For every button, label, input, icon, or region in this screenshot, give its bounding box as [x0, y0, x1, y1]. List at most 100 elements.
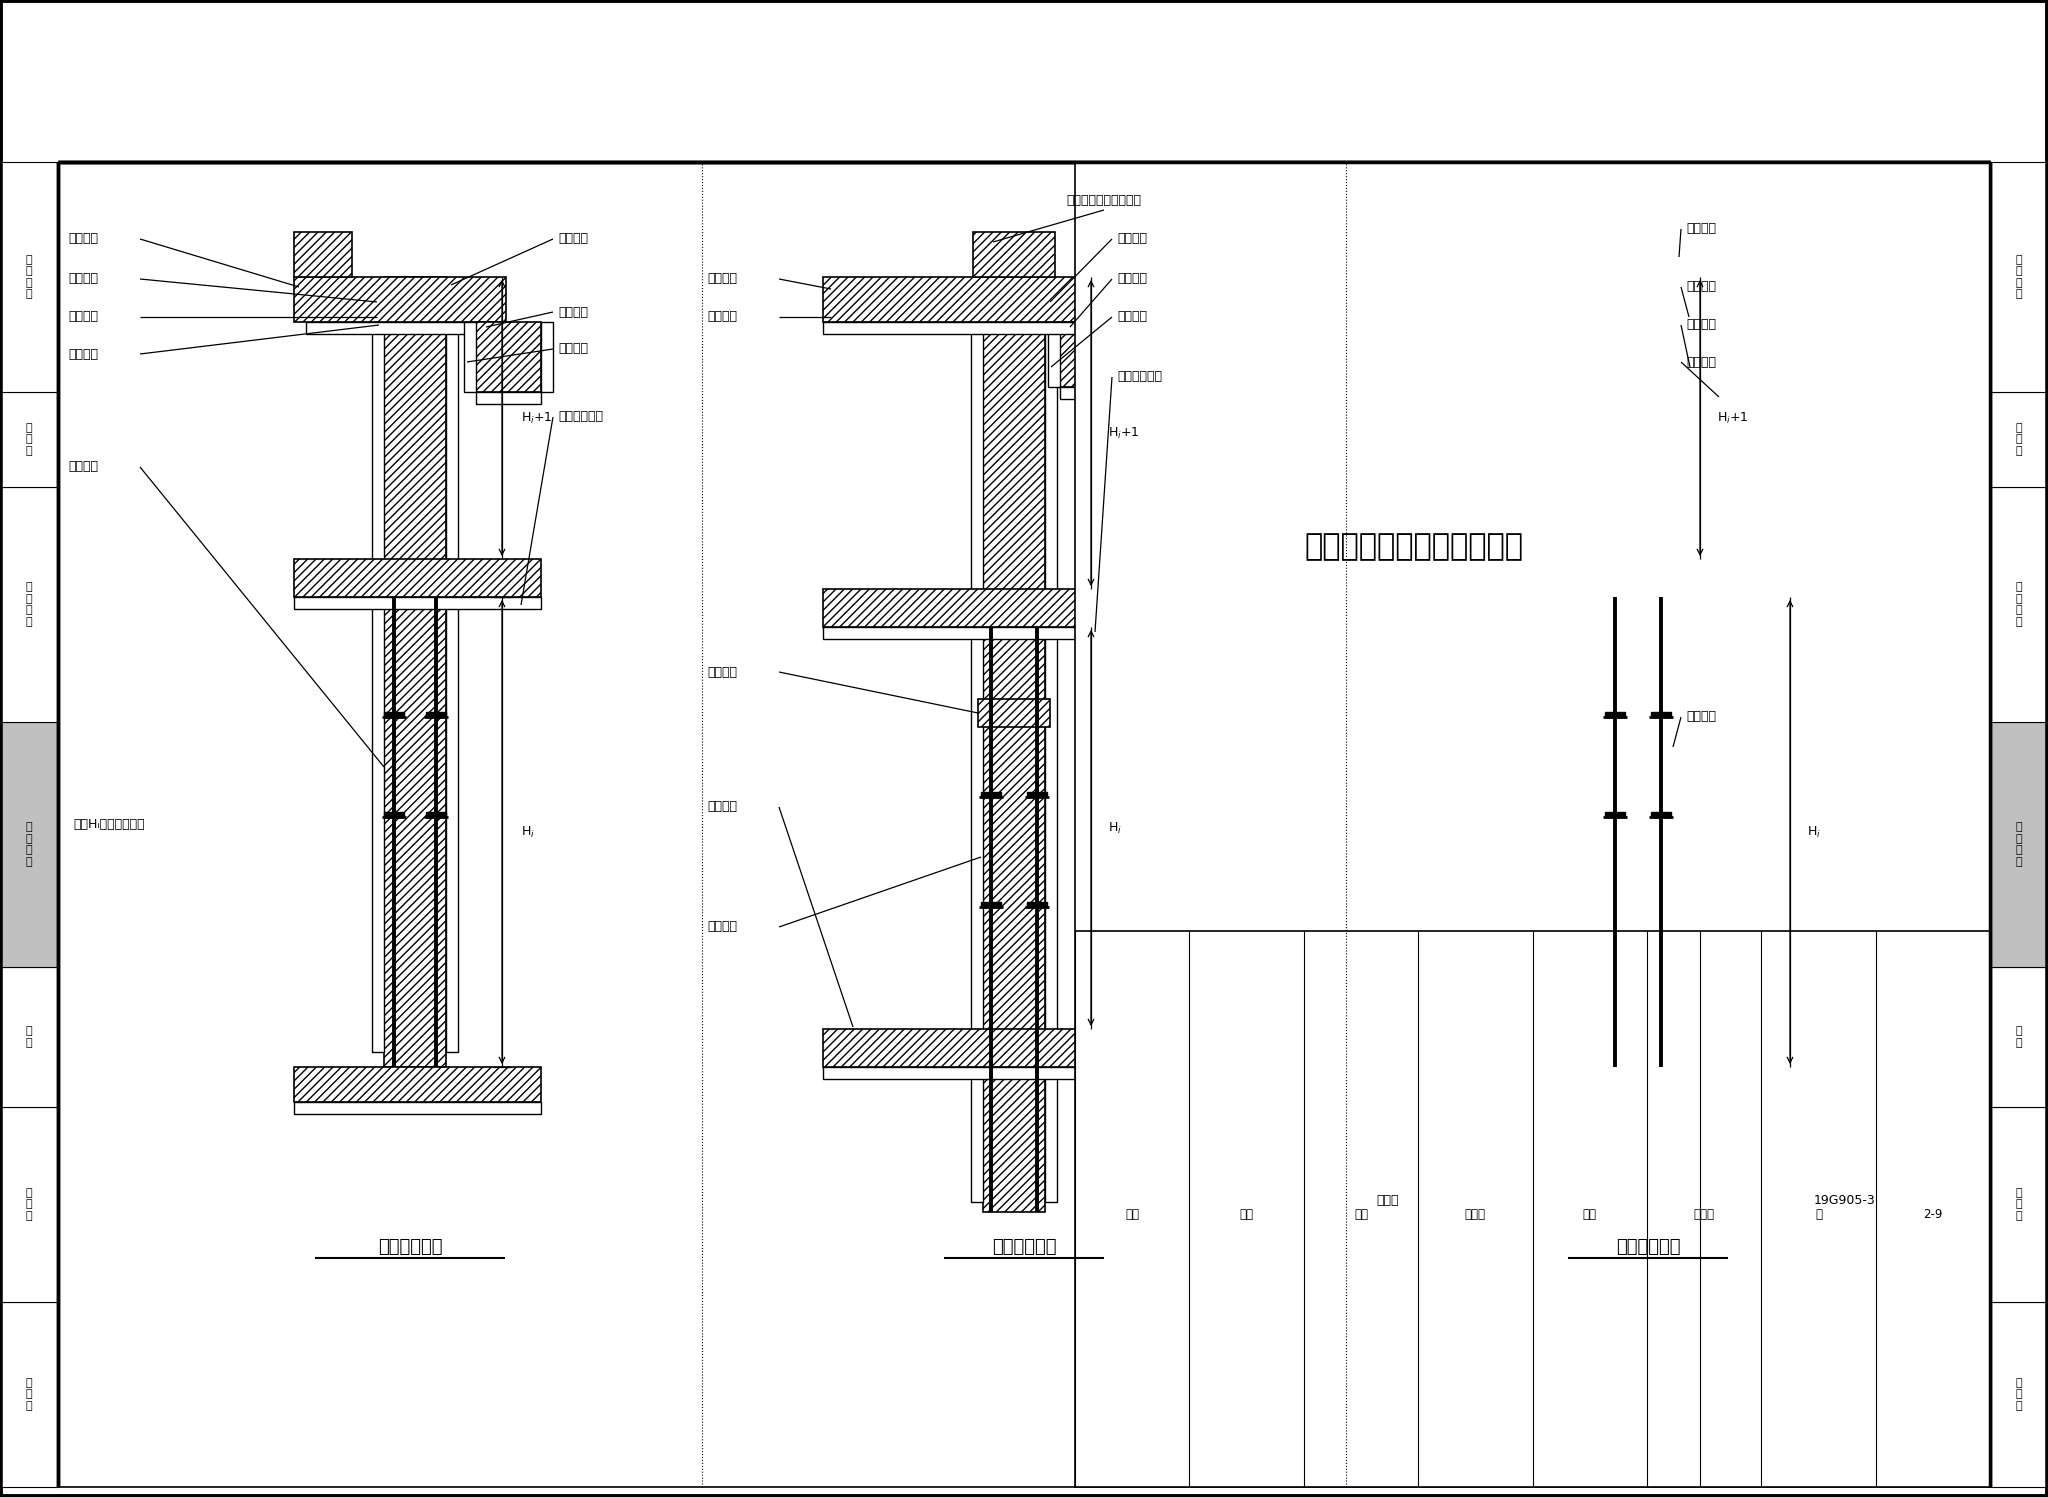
- Text: 与上一层墙体一同施工: 与上一层墙体一同施工: [1067, 195, 1141, 208]
- Bar: [475, 392, 541, 404]
- Text: 飘窗模板节点: 飘窗模板节点: [991, 1238, 1057, 1256]
- Text: 审核: 审核: [1124, 1208, 1139, 1222]
- Text: 阴角模板: 阴角模板: [68, 310, 98, 323]
- Bar: [973, 232, 1055, 277]
- Text: 总
说
明: 总 说 明: [27, 1377, 33, 1412]
- Text: 设
计: 设 计: [27, 1027, 33, 1048]
- Bar: [1991, 162, 2048, 392]
- Bar: [0, 1302, 57, 1487]
- Text: 对拉螺栓: 对拉螺栓: [68, 272, 98, 286]
- Text: 可调支撑: 可调支撑: [707, 921, 737, 934]
- Bar: [1608, 277, 1669, 1067]
- Bar: [1595, 287, 1608, 1057]
- Text: 板底模板: 板底模板: [1686, 280, 1716, 293]
- Text: 板底模板: 板底模板: [1116, 272, 1147, 286]
- Bar: [0, 392, 57, 487]
- Text: 雨篷板底模板: 雨篷板底模板: [557, 410, 602, 424]
- Bar: [1688, 322, 1700, 392]
- Text: 可调支撑: 可调支撑: [68, 461, 98, 473]
- Bar: [0, 967, 57, 1106]
- Bar: [1556, 558, 1769, 597]
- Polygon shape: [1651, 811, 1671, 817]
- Text: 梁侧模板: 梁侧模板: [557, 343, 588, 355]
- Bar: [979, 699, 1051, 728]
- Text: 端部模板: 端部模板: [68, 347, 98, 361]
- Bar: [1061, 322, 1124, 388]
- Bar: [0, 1106, 57, 1302]
- Text: 设计: 设计: [1583, 1208, 1597, 1222]
- Text: 与
验
收: 与 验 收: [2015, 422, 2021, 457]
- Bar: [1075, 162, 1991, 1487]
- Polygon shape: [981, 903, 1001, 907]
- Polygon shape: [385, 713, 403, 717]
- Bar: [1991, 1106, 2048, 1302]
- Bar: [823, 1028, 1124, 1067]
- Bar: [1556, 277, 1769, 322]
- Text: 质
量
检
查: 质 量 检 查: [2015, 582, 2021, 627]
- Text: H$_i$: H$_i$: [1108, 820, 1122, 835]
- Polygon shape: [426, 811, 446, 817]
- Polygon shape: [981, 792, 1001, 796]
- Text: 雨篷模板节点: 雨篷模板节点: [377, 1238, 442, 1256]
- Bar: [971, 287, 983, 1202]
- Bar: [983, 277, 1044, 1213]
- Text: 施
工
安
装: 施 工 安 装: [27, 822, 33, 867]
- Bar: [1556, 322, 1769, 334]
- Bar: [373, 292, 385, 1052]
- Bar: [1700, 392, 1769, 404]
- Bar: [1991, 1302, 2048, 1487]
- Bar: [295, 232, 352, 277]
- Bar: [1556, 597, 1769, 609]
- Bar: [1991, 722, 2048, 967]
- Bar: [1061, 388, 1124, 400]
- Text: H$_i$: H$_i$: [520, 825, 535, 840]
- Polygon shape: [1651, 713, 1671, 717]
- Bar: [465, 322, 475, 392]
- Text: H$_i$: H$_i$: [1806, 825, 1821, 840]
- Bar: [295, 1102, 541, 1114]
- Bar: [385, 277, 446, 1067]
- Bar: [0, 722, 57, 967]
- Bar: [295, 597, 541, 609]
- Bar: [823, 322, 1124, 334]
- Bar: [823, 277, 1124, 322]
- Text: 计
算
示
例: 计 算 示 例: [2015, 254, 2021, 299]
- Bar: [305, 322, 494, 334]
- Polygon shape: [426, 713, 446, 717]
- Bar: [446, 292, 459, 1052]
- Text: 阳台模板节点: 阳台模板节点: [1616, 1238, 1679, 1256]
- Text: 板底模板: 板底模板: [557, 305, 588, 319]
- Bar: [475, 322, 541, 392]
- Text: 页: 页: [1815, 1208, 1823, 1222]
- Polygon shape: [1606, 713, 1624, 717]
- Text: 上部盖板: 上部盖板: [707, 666, 737, 678]
- Bar: [1049, 322, 1061, 388]
- Bar: [295, 277, 506, 322]
- Text: 孙岩波: 孙岩波: [1464, 1208, 1485, 1222]
- Text: 校对: 校对: [1354, 1208, 1368, 1222]
- Bar: [823, 1067, 1124, 1079]
- Text: 梁侧模板: 梁侧模板: [1116, 310, 1147, 323]
- Bar: [541, 322, 553, 392]
- Text: 施
工
安
装: 施 工 安 装: [2015, 822, 2021, 867]
- Bar: [1991, 487, 2048, 722]
- Text: 对拉螺栓: 对拉螺栓: [707, 801, 737, 813]
- Bar: [0, 487, 57, 722]
- Bar: [1991, 967, 2048, 1106]
- Text: H$_i$+1: H$_i$+1: [1108, 425, 1139, 440]
- Bar: [1044, 287, 1057, 1202]
- Text: 武兴亮: 武兴亮: [1694, 1208, 1714, 1222]
- Text: 雨篷、飘窗、阳台模板节点: 雨篷、飘窗、阳台模板节点: [1305, 531, 1524, 561]
- Polygon shape: [1606, 811, 1624, 817]
- Text: 注：Hᵢ为楼层标高。: 注：Hᵢ为楼层标高。: [74, 817, 145, 831]
- Text: 质
量
检
查: 质 量 检 查: [27, 582, 33, 627]
- Polygon shape: [1026, 792, 1047, 796]
- Text: H$_i$+1: H$_i$+1: [1716, 410, 1749, 425]
- Text: 梁侧模板: 梁侧模板: [707, 272, 737, 286]
- Polygon shape: [385, 811, 403, 817]
- Text: 梁侧模板: 梁侧模板: [68, 232, 98, 246]
- Text: 梁底模板: 梁底模板: [1686, 355, 1716, 368]
- Text: 图集号: 图集号: [1376, 1195, 1399, 1207]
- Bar: [1991, 392, 2048, 487]
- Text: 构
配
件: 构 配 件: [27, 1189, 33, 1222]
